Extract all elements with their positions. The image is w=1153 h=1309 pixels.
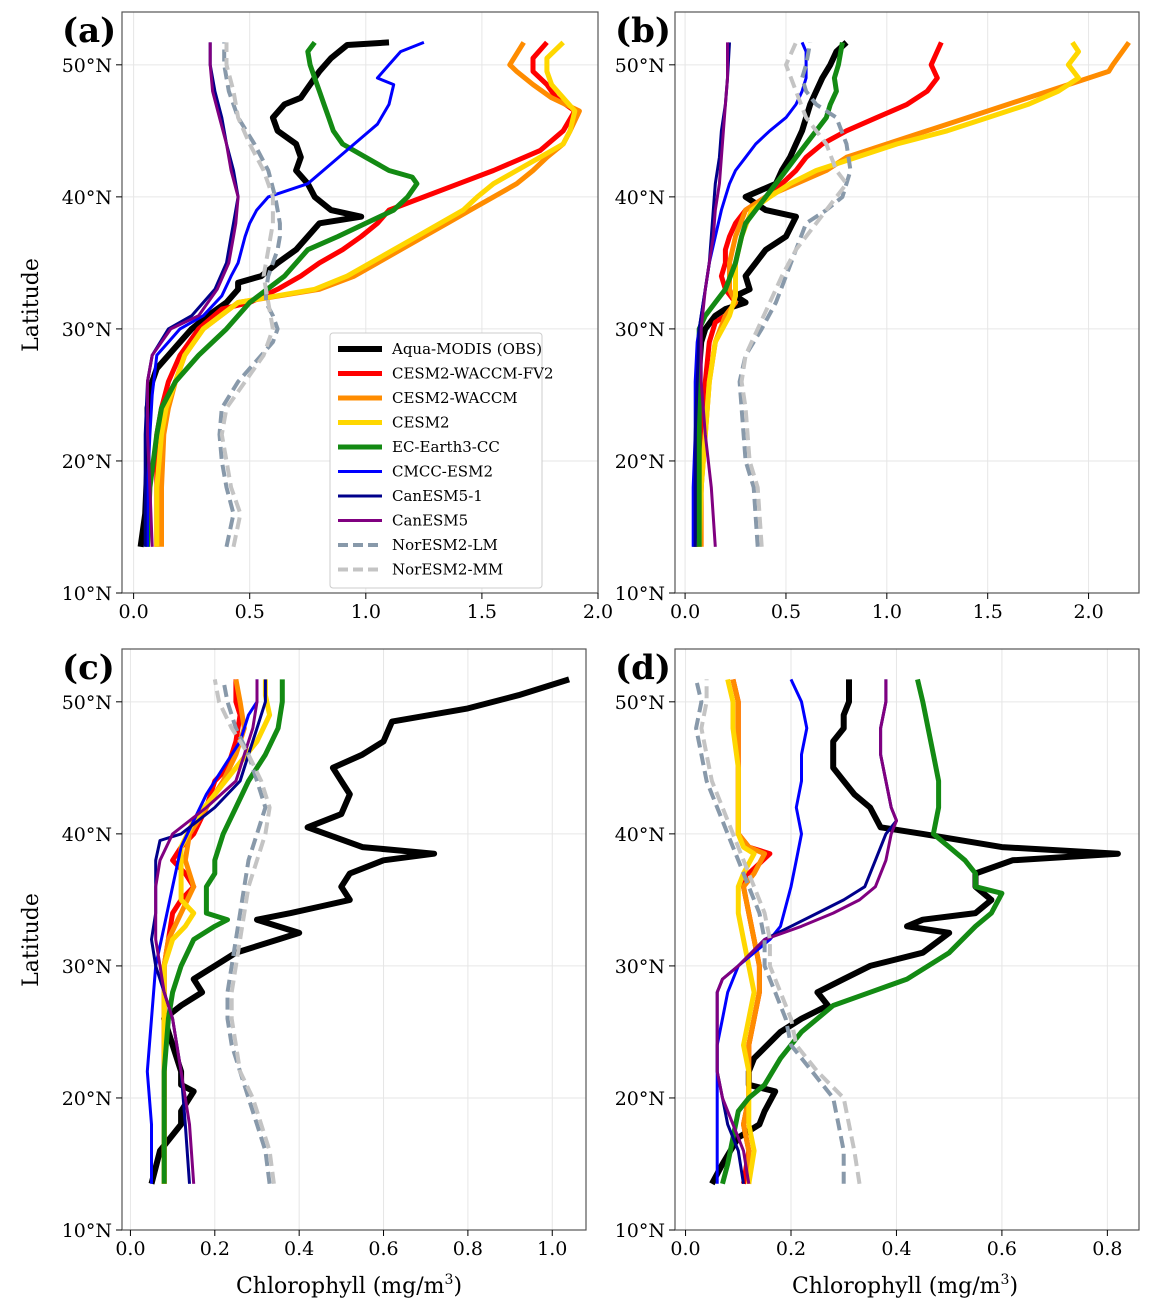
series-line-cesm2-waccm-fv2 bbox=[696, 41, 944, 547]
y-tick-label: 30°N bbox=[62, 956, 112, 978]
plot-frame bbox=[674, 648, 1140, 1231]
x-tick-label: 0.8 bbox=[1092, 1238, 1122, 1260]
x-tick-label: 1.5 bbox=[973, 601, 1003, 623]
legend-label-cesm2: CESM2 bbox=[392, 414, 450, 432]
plot-frame bbox=[121, 648, 587, 1231]
x-tick-label: 0.6 bbox=[368, 1238, 398, 1260]
series-line-cesm2 bbox=[154, 40, 578, 547]
y-tick-label: 10°N bbox=[615, 1220, 665, 1242]
y-tick-label: 10°N bbox=[615, 583, 665, 605]
panel-label: (c) bbox=[62, 648, 115, 688]
series-line-cesm2 bbox=[161, 679, 273, 1184]
series-line-cmcc-esm2 bbox=[145, 679, 259, 1184]
y-tick-label: 40°N bbox=[615, 187, 665, 209]
y-tick-label: 40°N bbox=[62, 824, 112, 846]
y-tick-label: 10°N bbox=[62, 1220, 112, 1242]
series-line-cmcc-esm2 bbox=[146, 41, 425, 547]
legend-label-noresm2-mm: NorESM2-MM bbox=[392, 561, 503, 579]
y-tick-label: 20°N bbox=[62, 451, 112, 473]
y-tick-label: 20°N bbox=[615, 1088, 665, 1110]
series-line-canesm5 bbox=[146, 42, 240, 547]
series-line-noresm2-mm bbox=[699, 679, 862, 1185]
series-line-ec-earth3-cc bbox=[720, 678, 1005, 1185]
series-line-noresm2-mm bbox=[739, 41, 849, 547]
series-line-ec-earth3-cc bbox=[161, 679, 285, 1184]
legend-label-cesm2-waccm-fv2: CESM2-WACCM-FV2 bbox=[392, 365, 554, 383]
x-tick-label: 1.0 bbox=[351, 601, 381, 623]
series-line-cesm2 bbox=[725, 678, 757, 1185]
x-tick-label: 2.0 bbox=[1073, 601, 1103, 623]
x-tick-label: 0.2 bbox=[200, 1238, 230, 1260]
x-tick-label: 1.0 bbox=[537, 1238, 567, 1260]
legend-label-canesm5: CanESM5 bbox=[392, 512, 468, 530]
series-line-noresm2-lm bbox=[694, 678, 846, 1184]
y-tick-label: 40°N bbox=[615, 824, 665, 846]
y-tick-label: 50°N bbox=[62, 55, 112, 77]
x-tick-label: 0.2 bbox=[776, 1238, 806, 1260]
legend-label-cmcc-esm2: CMCC-ESM2 bbox=[392, 463, 493, 481]
x-tick-label: 0.5 bbox=[235, 601, 265, 623]
series-line-cmcc-esm2 bbox=[715, 678, 809, 1184]
series-line-canesm5 bbox=[154, 679, 259, 1184]
legend-box bbox=[329, 332, 543, 589]
y-tick-label: 30°N bbox=[62, 319, 112, 341]
panel-label: (a) bbox=[62, 11, 116, 51]
panel-label: (d) bbox=[615, 648, 671, 688]
series-line-cesm2 bbox=[696, 41, 1081, 547]
series-line-aqua-modis-obs bbox=[137, 39, 390, 548]
x-tick-label: 0.4 bbox=[284, 1238, 314, 1260]
series-line-noresm2-mm bbox=[219, 42, 275, 548]
x-tick-label: 1.0 bbox=[872, 601, 902, 623]
series-line-noresm2-lm bbox=[217, 42, 282, 548]
x-tick-label: 0.6 bbox=[987, 1238, 1017, 1260]
x-axis-title-right: Chlorophyll (mg/m3) bbox=[792, 1272, 1018, 1299]
x-tick-label: 0.0 bbox=[670, 601, 700, 623]
panel-b: 0.0 0.5 1.0 1.5 2.0 10°N 20°N 30°N 40°N 50°N (b) bbox=[615, 11, 1140, 623]
y-tick-label: 30°N bbox=[615, 956, 665, 978]
y-tick-label: 50°N bbox=[615, 55, 665, 77]
x-tick-label: 0.0 bbox=[670, 1238, 700, 1260]
x-tick-label: 0.4 bbox=[881, 1238, 911, 1260]
panel-label: (b) bbox=[615, 11, 671, 51]
panel-d: 0.0 0.2 0.4 0.6 0.8 10°N 20°N 30°N 40°N 50°N (d) bbox=[615, 648, 1140, 1260]
legend-label-noresm2-lm: NorESM2-LM bbox=[392, 536, 498, 554]
legend: Aqua-MODIS (OBS) CESM2-WACCM-FV2 CESM2-WAC… bbox=[329, 332, 554, 589]
y-tick-label: 50°N bbox=[615, 692, 665, 714]
y-tick-label: 20°N bbox=[615, 451, 665, 473]
series-line-canesm5 bbox=[699, 42, 729, 547]
legend-label-aqua-modis-obs: Aqua-MODIS (OBS) bbox=[391, 340, 542, 358]
plot-frame bbox=[674, 11, 1140, 594]
y-tick-label: 40°N bbox=[62, 187, 112, 209]
panel-a: 0.0 0.5 1.0 1.5 2.0 10°N 20°N 30°N 40°N 50°N (a) bbox=[62, 11, 613, 623]
series-line-noresm2-lm bbox=[737, 42, 853, 547]
x-tick-label: 0.5 bbox=[771, 601, 801, 623]
x-axis-title-left: Chlorophyll (mg/m3) bbox=[236, 1272, 462, 1299]
legend-label-canesm5-1: CanESM5-1 bbox=[392, 487, 483, 505]
y-axis-title-bottom: Latitude bbox=[19, 893, 44, 987]
legend-label-cesm2-waccm: CESM2-WACCM bbox=[392, 389, 518, 407]
y-axis-title-top: Latitude bbox=[19, 258, 44, 352]
legend-label-ec-earth3-cc: EC-Earth3-CC bbox=[392, 438, 500, 456]
x-tick-label: 1.5 bbox=[467, 601, 497, 623]
panel-c: 0.0 0.2 0.4 0.6 0.8 1.0 10°N 20°N 30°N 40°N 50°N (c… bbox=[62, 648, 587, 1260]
y-tick-label: 50°N bbox=[62, 692, 112, 714]
plot-frame bbox=[121, 11, 599, 594]
x-tick-label: 0.0 bbox=[115, 1238, 145, 1260]
y-tick-label: 20°N bbox=[62, 1088, 112, 1110]
series-line-noresm2-mm bbox=[212, 679, 276, 1185]
x-tick-label: 2.0 bbox=[583, 601, 613, 623]
x-tick-label: 0.0 bbox=[119, 601, 149, 623]
y-tick-label: 30°N bbox=[615, 319, 665, 341]
series-line-canesm5 bbox=[715, 679, 898, 1185]
y-tick-label: 10°N bbox=[62, 583, 112, 605]
series-line-ec-earth3-cc bbox=[145, 40, 420, 547]
x-tick-label: 0.8 bbox=[453, 1238, 483, 1260]
